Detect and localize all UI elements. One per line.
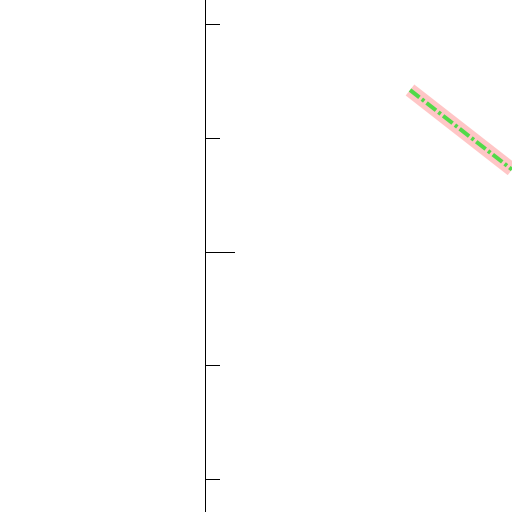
y-axis-group — [205, 0, 235, 512]
series-dashdot-line — [408, 88, 512, 172]
series-group — [405, 84, 512, 176]
